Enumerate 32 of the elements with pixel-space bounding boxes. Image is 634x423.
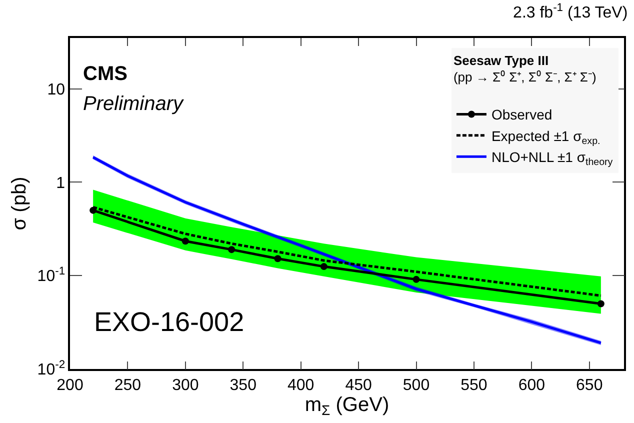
x-tick-label: 650	[576, 376, 603, 394]
x-tick-label: 300	[172, 376, 199, 394]
point	[597, 300, 604, 308]
x-tick-label: 250	[114, 376, 142, 394]
y-tick-label: 10	[47, 81, 66, 98]
legend-label: Observed	[491, 106, 552, 123]
legend-label: NLO+NLL ±1 σ$_{theory}$	[491, 149, 613, 168]
annotation: CMS	[83, 63, 128, 85]
point	[412, 276, 420, 283]
y-tick-label: 1	[56, 174, 66, 192]
annotation: EXO-16-002	[94, 307, 244, 337]
x-tick-label: 550	[460, 376, 488, 394]
x-tick-label: 200	[56, 376, 84, 394]
y-tick-label: 10$^{-2}$	[37, 358, 66, 379]
chart-title: 2.3 fb$^{-1}$ (13 TeV)	[513, 2, 628, 22]
x-tick-label: 450	[345, 376, 372, 394]
x-tick-label: 400	[287, 376, 314, 394]
y-tick-label: 10$^{-1}$	[37, 265, 66, 286]
point	[274, 255, 282, 262]
x-tick-label: 600	[518, 376, 546, 394]
x-tick-label: 350	[230, 376, 257, 394]
annotation: (pp → Σ⁰ Σ⁺, Σ⁰ Σ⁻, Σ⁺ Σ⁻)	[453, 70, 596, 85]
point	[320, 263, 328, 270]
legend-title: Seesaw Type III	[453, 52, 549, 68]
legend-label: Expected ±1 σ$_{exp.}$	[491, 128, 600, 147]
x-tick-label: 500	[402, 376, 430, 394]
x-axis-title: m$_{Σ}$ (GeV)	[304, 394, 390, 418]
point	[90, 206, 97, 214]
annotation: Preliminary	[83, 93, 184, 115]
point	[228, 246, 236, 254]
point	[182, 238, 189, 245]
y-axis-title: σ (pb)	[8, 176, 30, 230]
